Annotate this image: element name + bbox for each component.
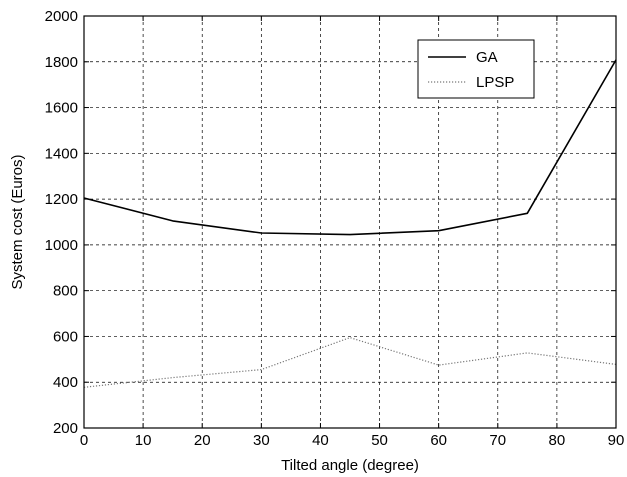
- x-tick-label-80: 80: [549, 432, 566, 449]
- tick-labels: 0 10 20 30 40 50 60 70 80 90 200 400 600 800 1000 1200 1…: [45, 8, 625, 449]
- grid: [84, 16, 616, 428]
- y-tick-label-1200: 1200: [45, 191, 78, 208]
- y-tick-label-2000: 2000: [45, 8, 78, 25]
- y-tick-label-600: 600: [53, 328, 78, 345]
- series-line-lpsp: [83, 337, 617, 388]
- x-tick-label-10: 10: [135, 432, 152, 449]
- x-tick-label-30: 30: [253, 432, 270, 449]
- legend-label-ga: GA: [476, 49, 498, 66]
- legend: GA LPSP: [417, 39, 535, 99]
- x-tick-label-60: 60: [430, 432, 447, 449]
- legend-label-lpsp: LPSP: [476, 74, 514, 91]
- y-tick-label-200: 200: [53, 420, 78, 437]
- y-tick-label-1800: 1800: [45, 54, 78, 71]
- y-tick-label-1400: 1400: [45, 145, 78, 162]
- x-tick-label-20: 20: [194, 432, 211, 449]
- x-tick-label-70: 70: [489, 432, 506, 449]
- y-axis-label: System cost (Euros): [9, 154, 26, 289]
- plot-frame: [83, 15, 617, 429]
- y-tick-label-800: 800: [53, 283, 78, 300]
- x-tick-label-0: 0: [80, 432, 88, 449]
- y-tick-label-1000: 1000: [45, 237, 78, 254]
- x-tick-label-50: 50: [371, 432, 388, 449]
- y-tick-label-400: 400: [53, 374, 78, 391]
- y-tick-label-1600: 1600: [45, 100, 78, 117]
- ticks: [83, 15, 617, 429]
- series-layer: [83, 59, 617, 388]
- x-tick-label-40: 40: [312, 432, 329, 449]
- x-tick-label-90: 90: [608, 432, 625, 449]
- legend-box: [417, 39, 535, 99]
- series-line-ga: [83, 59, 617, 236]
- x-axis-label: Tilted angle (degree): [281, 457, 419, 474]
